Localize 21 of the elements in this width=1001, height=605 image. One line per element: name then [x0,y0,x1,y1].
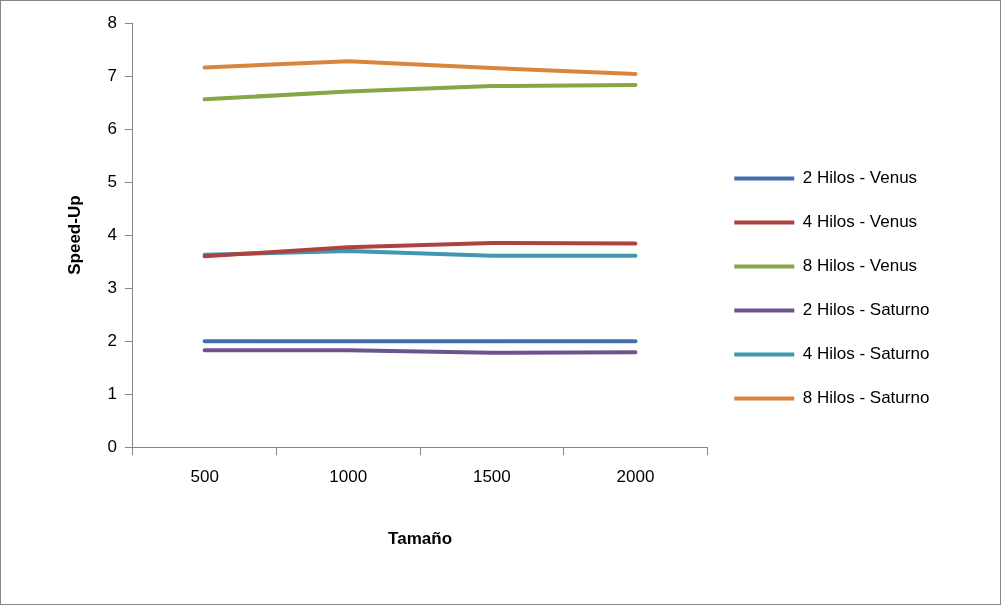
legend-label: 4 Hilos - Venus [802,212,918,232]
y-axis-title: Speed-Up [64,195,84,275]
y-tick-label: 1 [107,383,117,403]
x-tick-label: 1000 [329,467,368,487]
x-tick-label: 2000 [616,467,655,487]
x-axis-title: Tamaño [388,529,453,549]
x-tick-label: 500 [190,467,219,487]
legend-label: 8 Hilos - Venus [802,256,918,276]
y-tick-label: 7 [107,65,117,85]
legend-label: 8 Hilos - Saturno [802,388,930,408]
y-tick-label: 8 [107,12,117,32]
y-tick-label: 3 [107,277,117,297]
x-tick-label: 1500 [472,467,511,487]
y-tick-label: 6 [107,118,117,138]
legend-label: 2 Hilos - Saturno [802,300,930,320]
y-tick-label: 5 [107,171,117,191]
y-tick-label: 4 [107,224,117,244]
legend-label: 4 Hilos - Saturno [802,344,930,364]
y-tick-label: 2 [107,330,117,350]
legend-label: 2 Hilos - Venus [802,168,918,188]
y-tick-label: 0 [107,436,117,456]
